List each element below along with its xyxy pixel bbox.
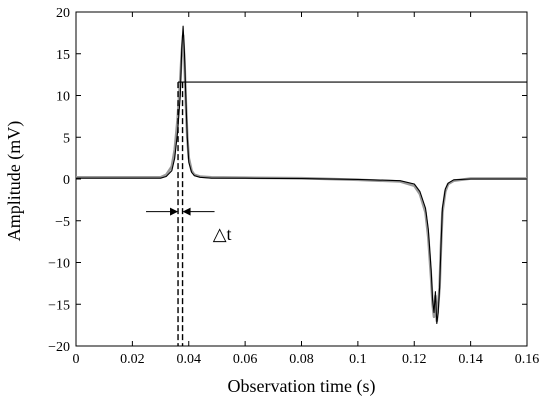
x-tick-label: 0.04 [177,352,202,367]
y-tick-label: 15 [56,48,70,63]
y-tick-label: −15 [48,298,70,313]
y-tick-label: −5 [55,215,70,230]
y-tick-label: 5 [63,131,70,146]
x-tick-label: 0.06 [233,352,258,367]
series-line-2 [76,25,527,325]
tick-layer [75,11,528,347]
y-axis-title: Amplitude (mV) [4,121,25,241]
x-tick-label: 0.02 [120,352,145,367]
series-layer [76,25,527,325]
x-tick-label: 0.14 [458,352,483,367]
x-tick-label: 0.12 [402,352,427,367]
interval-arrowhead-right [182,207,191,216]
y-tick-label: −10 [48,257,70,272]
x-tick-label: 0.08 [289,352,314,367]
y-tick-label: 20 [56,6,70,21]
delta-t-annotation: △t [213,224,232,244]
x-axis-title: Observation time (s) [228,376,376,397]
x-tick-label: 0 [73,352,80,367]
x-tick-label: 0.1 [349,352,367,367]
y-tick-label: 10 [56,90,70,105]
tick-label-layer: 0 0.02 0.04 0.06 0.08 0.1 0.12 0.14 0.16 −20 −15 −1… [48,6,539,367]
y-tick-label: 0 [63,173,70,188]
x-tick-label: 0.16 [515,352,540,367]
interval-marker-layer [146,82,215,346]
y-tick-label: −20 [48,340,70,355]
interval-arrowhead-left [170,207,179,216]
